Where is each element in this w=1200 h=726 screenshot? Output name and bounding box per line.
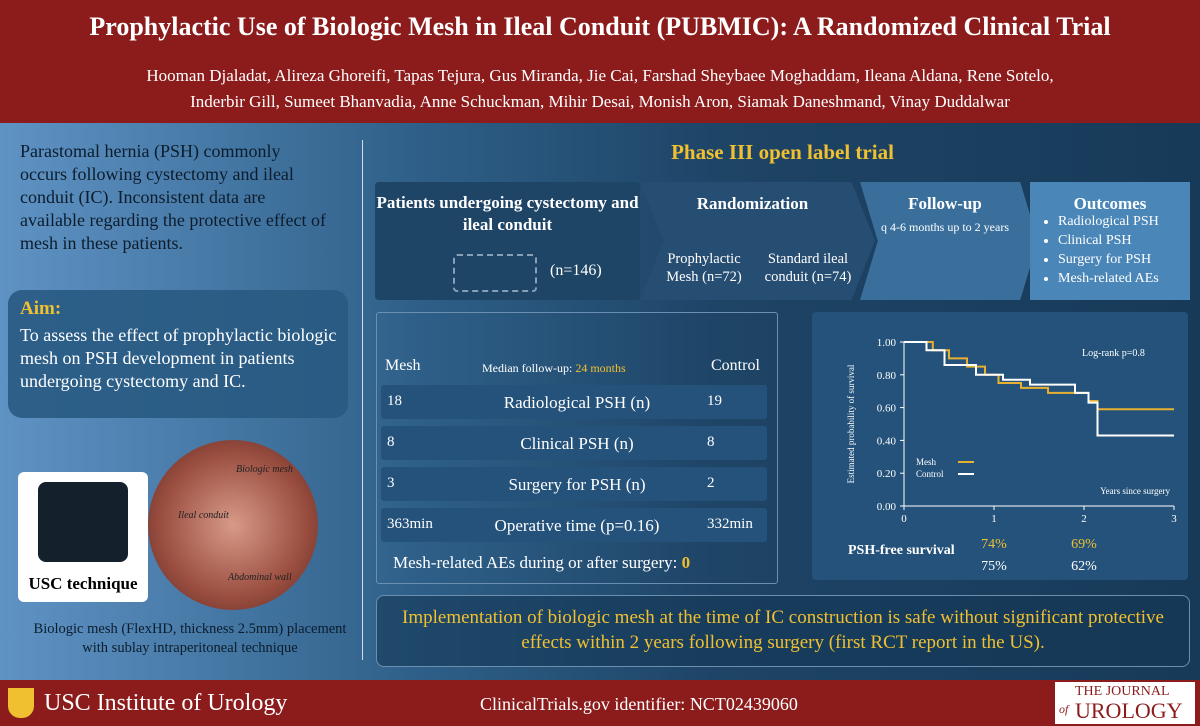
psh-control: 62% [1071,559,1097,574]
surgeon-icon [38,482,128,562]
institute: USC Institute of Urology [44,690,288,716]
psh-control: 75% [981,559,1007,574]
conclusion: Implementation of biologic mesh at the t… [402,607,1164,653]
usc-seal [8,688,34,718]
aes: Mesh-related AEs during or after surgery… [393,553,690,573]
x-tick-label: 0 [901,513,907,525]
people-icon [453,254,537,292]
followup-box: Follow-up q 4-6 months up to 2 years [860,182,1038,300]
aim-text: To assess the effect of prophylactic bio… [20,325,337,391]
km-chart: 0.00 0.20 0.40 0.60 0.80 1.00 0 1 2 3 Estimated pr… [846,337,1177,574]
outcomes-box: Outcomes Radiological PSHClinical PSHSur… [1030,182,1190,300]
result-row: 363min Operative time (p=0.16) 332min [381,508,767,542]
journal-top: THE JOURNAL [1075,684,1170,699]
caption: Biologic mesh (FlexHD, thickness 2.5mm) … [33,621,347,656]
mesh-label: Mesh [385,357,421,374]
y-tick-label: 0.00 [877,501,897,513]
journal-of: of [1059,702,1069,716]
phase: Phase III open label trial [671,140,894,164]
mesh-value: 363min [387,516,433,532]
conclusion-box: Implementation of biologic mesh at the t… [376,595,1190,667]
followup-title: Follow-up [908,194,982,213]
control-value: 8 [707,434,715,450]
median-label: Median follow-up: [482,361,573,375]
x-tick-label: 3 [1171,513,1177,525]
psh-label: PSH-free survival [848,543,955,558]
outcomes-title: Outcomes [1073,194,1147,213]
image-label: Ileal conduit [178,510,229,521]
row-label: Surgery for PSH (n) [508,475,646,494]
arm: Standard ileal conduit (n=74) [764,251,852,285]
title: Prophylactic Use of Biologic Mesh in Ile… [89,12,1111,41]
image-label: Abdominal wall [228,572,292,583]
y-tick-label: 0.60 [877,403,897,415]
mesh-value: 8 [387,434,395,450]
y-tick-label: 0.80 [877,370,897,382]
survival-curve [904,341,1174,437]
aes-text: Mesh-related AEs during or after surgery… [393,553,678,572]
journal-logo: THE JOURNAL of UROLOGY [1055,682,1195,724]
y-tick-label: 0.40 [877,435,897,447]
row-label: Clinical PSH (n) [520,434,634,453]
row-label: Operative time (p=0.16) [494,516,660,535]
aim-title: Aim: [20,298,62,319]
annotation: Log-rank p=0.8 [1082,348,1145,359]
intro: Parastomal hernia (PSH) commonly occurs … [20,141,327,253]
aim-box: Aim: To assess the effect of prophylacti… [8,290,348,418]
control-value: 2 [707,475,715,491]
patients-box: Patients undergoing cystectomy and ileal… [375,182,640,300]
header: Prophylactic Use of Biologic Mesh in Ile… [0,0,1200,123]
result-row: 3 Surgery for PSH (n) 2 [381,467,767,501]
technique-box: USC technique [18,472,148,602]
outcome: Surgery for PSH [1058,250,1159,269]
surgery-image: Biologic mesh Ileal conduit Abdominal wa… [148,440,318,610]
patients-title: Patients undergoing cystectomy and ileal… [376,193,639,234]
technique-label: USC technique [28,574,138,593]
outcome: Mesh-related AEs [1058,269,1159,288]
mesh-value: 18 [387,393,402,409]
outcomes-list: Radiological PSHClinical PSHSurgery for … [1030,212,1159,288]
y-tick-label: 0.20 [877,468,897,480]
randomization-title: Randomization [696,194,809,213]
median-value: 24 months [575,361,626,375]
outcome: Radiological PSH [1058,212,1159,231]
image-label: Biologic mesh [236,464,293,475]
psh-mesh: 69% [1071,537,1097,552]
km-box: 0.00 0.20 0.40 0.60 0.80 1.00 0 1 2 3 Estimated pr… [812,312,1188,580]
y-tick-label: 1.00 [877,337,897,349]
row-label: Radiological PSH (n) [503,393,651,412]
authors: Inderbir Gill, Sumeet Bhanvadia, Anne Sc… [190,92,1010,111]
result-row: 8 Clinical PSH (n) 8 [381,426,767,460]
result-row: 18 Radiological PSH (n) 19 [381,385,767,419]
legend-label: Control [916,469,944,479]
footer: USC Institute of Urology ClinicalTrials.… [0,680,1200,726]
journal-bottom: UROLOGY [1075,698,1183,723]
aes-value: 0 [681,553,691,572]
randomization-box: Randomization Prophylactic Mesh (n=72) S… [640,182,875,300]
x-tick-label: 1 [991,513,997,525]
control-value: 332min [707,516,753,532]
psh-mesh: 74% [981,537,1007,552]
arm: Prophylactic Mesh (n=72) [666,251,742,285]
x-tick-label: 2 [1081,513,1087,525]
legend-label: Mesh [916,457,936,467]
patients-n: (n=146) [550,262,602,279]
registry: ClinicalTrials.gov identifier: NCT024390… [480,694,798,714]
median: Median follow-up: 24 months [482,361,626,376]
outcome: Clinical PSH [1058,231,1159,250]
divider [362,140,363,660]
results-box: Mesh Control Median follow-up: 24 months… [376,312,778,584]
authors: Hooman Djaladat, Alireza Ghoreifi, Tapas… [146,66,1054,85]
control-label: Control [711,357,760,374]
y-axis-label: Estimated probability of survival [846,364,856,483]
mesh-value: 3 [387,475,395,491]
control-value: 19 [707,393,722,409]
x-axis-label: Years since surgery [1100,486,1170,496]
followup-text: q 4-6 months up to 2 years [881,220,1009,234]
